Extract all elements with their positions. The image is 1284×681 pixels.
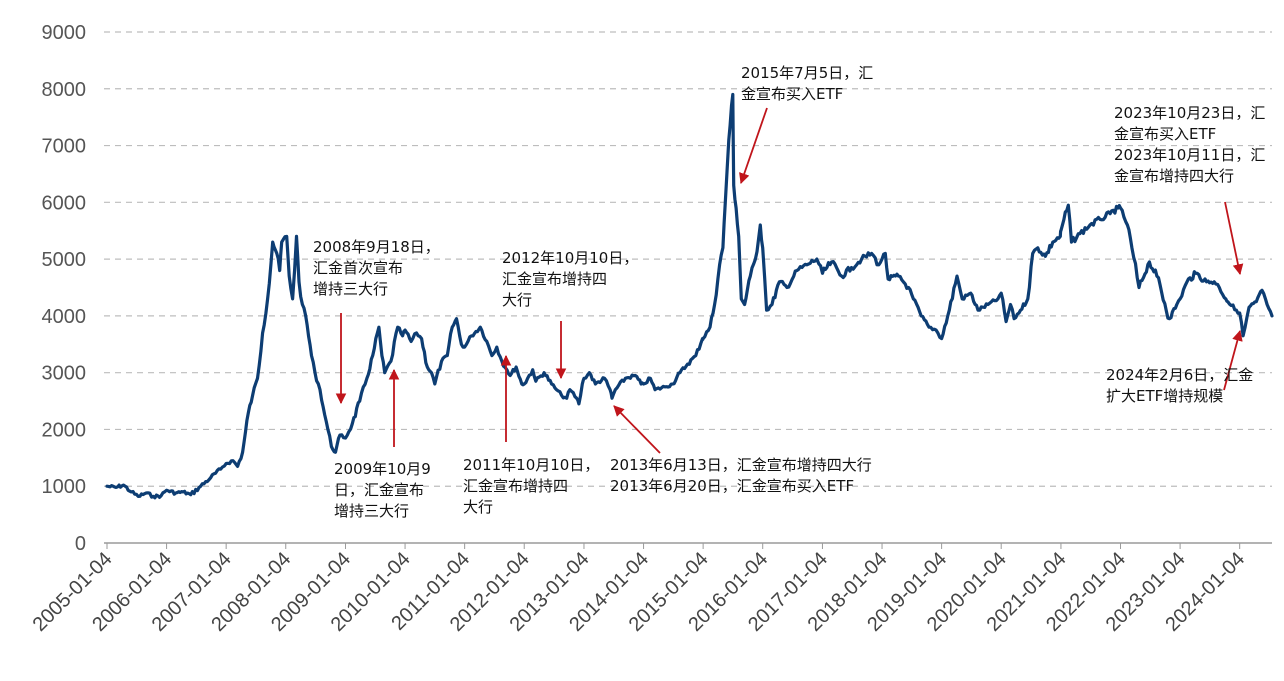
annotation-text: 日，汇金宣布 xyxy=(334,481,424,499)
y-tick-label: 3000 xyxy=(42,363,87,385)
annotation-text: 金宣布买入ETF xyxy=(741,85,843,103)
annotation-text: 金宣布增持四大行 xyxy=(1114,167,1234,185)
annotation-arrow xyxy=(1224,201,1244,276)
annotation-arrow xyxy=(613,405,661,454)
annotation-text: 金宣布买入ETF xyxy=(1114,125,1216,143)
annotation-text: 2013年6月20日，汇金宣布买入ETF xyxy=(610,477,854,495)
annotation-text: 2024年2月6日，汇金 xyxy=(1106,366,1253,384)
y-tick-label: 5000 xyxy=(42,249,87,271)
annotation-arrows xyxy=(335,107,1244,454)
annotation-text: 2008年9月18日， xyxy=(313,238,440,256)
annotation-text: 2012年10月10日， xyxy=(502,249,638,267)
annotations: 2008年9月18日，汇金首次宣布增持三大行2009年10月9日，汇金宣布增持三… xyxy=(313,64,1265,520)
y-tick-label: 8000 xyxy=(42,79,87,101)
gridlines xyxy=(104,31,1272,487)
y-tick-label: 1000 xyxy=(42,476,87,498)
annotation-text: 2023年10月11日，汇 xyxy=(1114,146,1265,164)
annotation-text: 汇金首次宣布 xyxy=(313,259,403,277)
y-tick-label: 7000 xyxy=(42,136,87,158)
annotation-text: 汇金宣布增持四 xyxy=(463,477,568,495)
y-tick-label: 0 xyxy=(75,533,86,555)
y-axis-ticks: 0 1000 2000 3000 4000 5000 6000 7000 8000 9000 xyxy=(42,22,87,555)
annotation-arrow xyxy=(739,107,768,185)
annotation-text: 汇金宣布增持四 xyxy=(502,270,607,288)
y-tick-label: 9000 xyxy=(42,22,87,44)
series-line xyxy=(105,92,1274,500)
x-axis-ticks: 2005-01-042006-01-042007-01-042008-01-04… xyxy=(29,543,1249,636)
annotation-text: 2009年10月9 xyxy=(334,460,431,478)
annotation-text: 2013年6月13日，汇金宣布增持四大行 xyxy=(610,456,872,474)
y-tick-label: 4000 xyxy=(42,306,87,328)
y-tick-label: 2000 xyxy=(42,419,87,441)
annotation-text: 增持三大行 xyxy=(334,502,409,520)
annotation-text: 大行 xyxy=(463,498,493,516)
y-tick-label: 6000 xyxy=(42,192,87,214)
annotation-text: 增持三大行 xyxy=(313,280,388,298)
annotation-text: 2011年10月10日， xyxy=(463,456,599,474)
annotation-text: 扩大ETF增持规模 xyxy=(1106,387,1223,405)
annotation-text: 大行 xyxy=(502,291,532,309)
annotation-text: 2023年10月23日，汇 xyxy=(1114,104,1265,122)
annotation-arrow xyxy=(1223,329,1243,391)
annotation-text: 2015年7月5日，汇 xyxy=(741,64,873,82)
